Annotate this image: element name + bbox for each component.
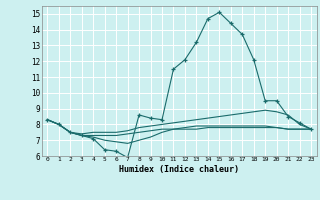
X-axis label: Humidex (Indice chaleur): Humidex (Indice chaleur) — [119, 165, 239, 174]
